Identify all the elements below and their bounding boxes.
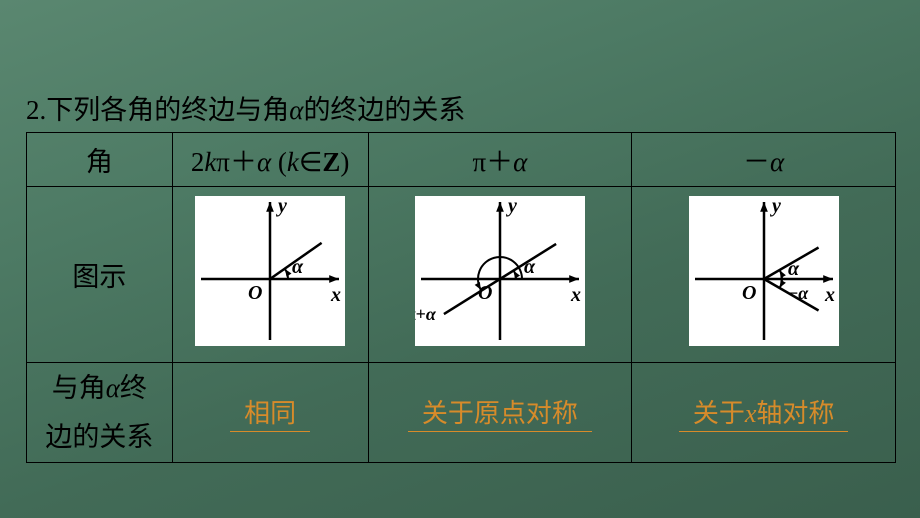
diagram-0: Ox y α [195,196,345,346]
label-relation-l1b: 终 [120,373,147,403]
svg-text:α: α [524,256,536,278]
heading-number: 2. [26,95,46,125]
angle-expr-2: －α [632,133,896,187]
relation-cell-1: 关于原点对称 [368,363,632,463]
label-angle: 角 [27,133,173,187]
answer-1: 关于原点对称 [408,393,592,432]
relation-cell-0: 相同 [172,363,368,463]
svg-text:y: y [770,196,781,217]
label-relation-l2: 边的关系 [45,422,153,452]
answer-0: 相同 [230,393,310,432]
svg-text:α: α [788,258,800,280]
section-heading: 2.下列各角的终边与角α的终边的关系 [26,88,465,127]
svg-text:O: O [742,282,756,304]
row-angle: 角 2kπ＋α (k∈Z) π＋α －α [27,133,896,187]
svg-text:x: x [330,284,341,306]
heading-text-2: 的终边的关系 [303,95,465,125]
svg-text:y: y [276,196,287,217]
svg-text:π+α: π+α [415,304,437,324]
relation-table: 角 2kπ＋α (k∈Z) π＋α －α 图示 Ox y α Ox y α π+α Ox y… [26,132,896,463]
svg-text:x: x [824,284,835,306]
heading-text-1: 下列各角的终边与角 [46,95,289,125]
row-relation: 与角α终 边的关系 相同 关于原点对称 关于x轴对称 [27,363,896,463]
answer-2: 关于x轴对称 [679,393,849,432]
svg-text:−α: −α [788,283,809,303]
svg-text:O: O [248,282,262,304]
diagram-cell-1: Oxyαπ+α [368,187,632,363]
svg-text:y: y [506,196,517,217]
diagram-1: Oxyαπ+α [415,196,585,346]
heading-alpha: α [289,95,303,125]
diagram-cell-2: Ox y α −α [632,187,896,363]
label-relation-alpha: α [106,373,120,403]
label-relation-l1a: 与角 [52,373,106,403]
row-diagram: 图示 Ox y α Ox y α π+α Ox y α −α [27,187,896,363]
relation-cell-2: 关于x轴对称 [632,363,896,463]
svg-text:α: α [292,256,304,278]
label-diagram: 图示 [27,187,173,363]
label-relation: 与角α终 边的关系 [27,363,173,463]
diagram-2: Ox y α −α [689,196,839,346]
diagram-cell-0: Ox y α [172,187,368,363]
svg-text:x: x [570,284,581,306]
angle-expr-1: π＋α [368,133,632,187]
angle-expr-0: 2kπ＋α (k∈Z) [172,133,368,187]
